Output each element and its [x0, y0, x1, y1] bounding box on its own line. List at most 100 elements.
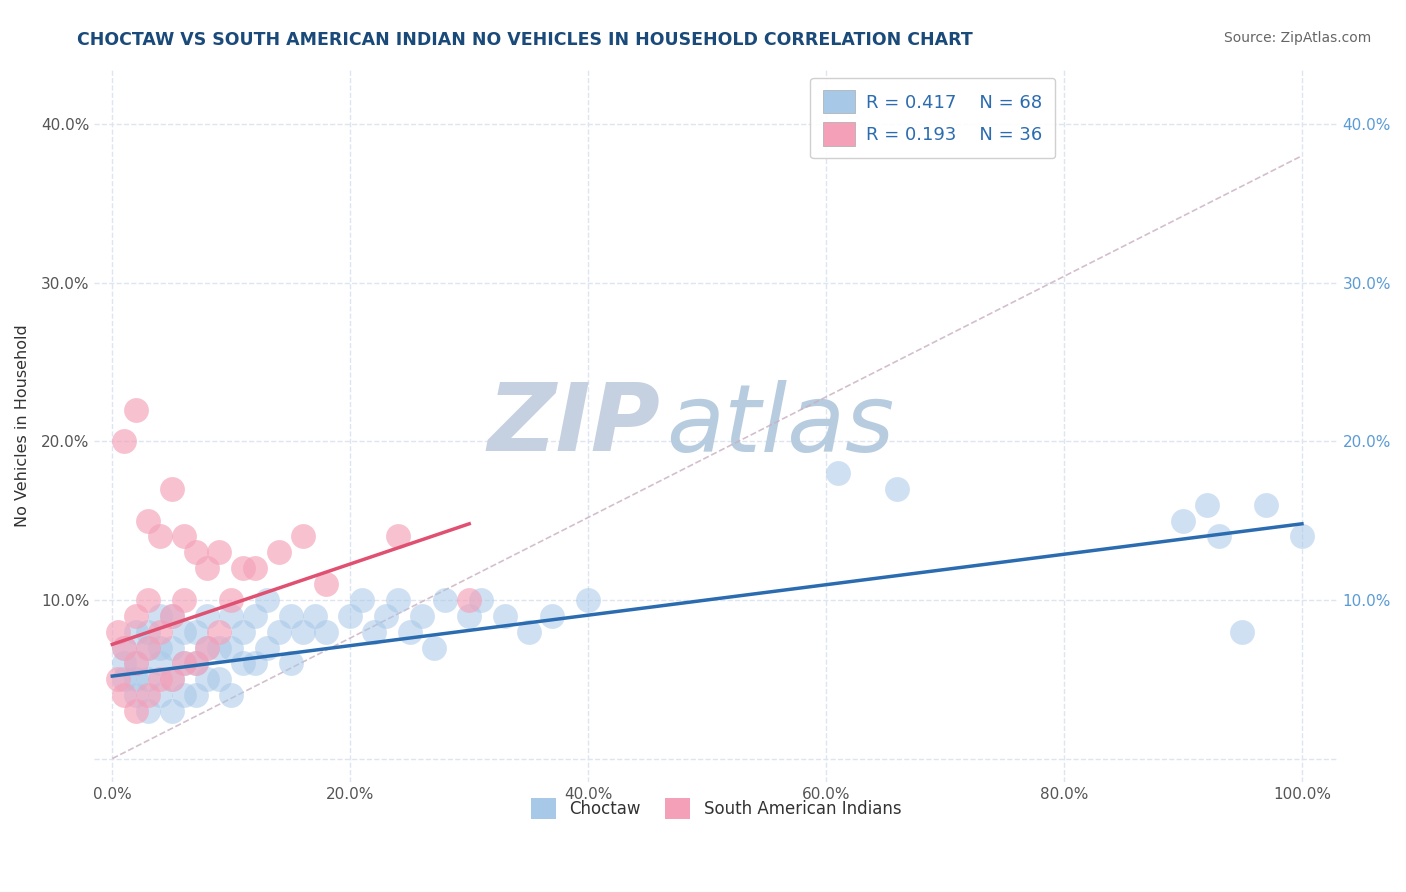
- Point: [280, 657, 302, 671]
- Point: [173, 593, 195, 607]
- Point: [125, 672, 148, 686]
- Point: [1256, 498, 1278, 512]
- Point: [160, 608, 183, 623]
- Point: [149, 529, 172, 543]
- Point: [136, 640, 159, 655]
- Point: [125, 657, 148, 671]
- Point: [398, 624, 420, 639]
- Text: atlas: atlas: [666, 380, 894, 471]
- Point: [173, 529, 195, 543]
- Point: [125, 402, 148, 417]
- Point: [149, 624, 172, 639]
- Point: [517, 624, 540, 639]
- Point: [219, 640, 242, 655]
- Point: [136, 593, 159, 607]
- Point: [197, 561, 219, 575]
- Point: [125, 624, 148, 639]
- Point: [173, 624, 195, 639]
- Point: [136, 640, 159, 655]
- Point: [208, 640, 231, 655]
- Point: [1195, 498, 1218, 512]
- Point: [280, 608, 302, 623]
- Point: [232, 561, 254, 575]
- Point: [387, 593, 409, 607]
- Point: [243, 608, 266, 623]
- Point: [291, 624, 314, 639]
- Point: [112, 657, 135, 671]
- Point: [197, 640, 219, 655]
- Point: [112, 672, 135, 686]
- Point: [107, 624, 129, 639]
- Point: [149, 608, 172, 623]
- Point: [315, 624, 337, 639]
- Point: [136, 704, 159, 718]
- Point: [243, 657, 266, 671]
- Point: [422, 640, 444, 655]
- Point: [125, 608, 148, 623]
- Point: [125, 704, 148, 718]
- Point: [136, 514, 159, 528]
- Point: [149, 672, 172, 686]
- Point: [173, 657, 195, 671]
- Text: CHOCTAW VS SOUTH AMERICAN INDIAN NO VEHICLES IN HOUSEHOLD CORRELATION CHART: CHOCTAW VS SOUTH AMERICAN INDIAN NO VEHI…: [77, 31, 973, 49]
- Point: [136, 624, 159, 639]
- Point: [458, 608, 481, 623]
- Point: [197, 640, 219, 655]
- Point: [267, 545, 290, 559]
- Point: [541, 608, 564, 623]
- Point: [1232, 624, 1254, 639]
- Point: [136, 672, 159, 686]
- Point: [125, 657, 148, 671]
- Point: [208, 545, 231, 559]
- Y-axis label: No Vehicles in Household: No Vehicles in Household: [15, 324, 30, 527]
- Point: [458, 593, 481, 607]
- Point: [184, 657, 207, 671]
- Point: [267, 624, 290, 639]
- Point: [160, 482, 183, 496]
- Point: [352, 593, 374, 607]
- Point: [1208, 529, 1230, 543]
- Point: [184, 624, 207, 639]
- Point: [339, 608, 361, 623]
- Point: [219, 593, 242, 607]
- Point: [125, 688, 148, 702]
- Point: [434, 593, 457, 607]
- Point: [160, 640, 183, 655]
- Point: [886, 482, 908, 496]
- Point: [149, 657, 172, 671]
- Point: [576, 593, 599, 607]
- Point: [160, 704, 183, 718]
- Point: [232, 657, 254, 671]
- Point: [173, 657, 195, 671]
- Point: [315, 577, 337, 591]
- Point: [219, 688, 242, 702]
- Point: [136, 688, 159, 702]
- Point: [304, 608, 326, 623]
- Point: [149, 688, 172, 702]
- Point: [149, 640, 172, 655]
- Point: [112, 434, 135, 449]
- Point: [112, 640, 135, 655]
- Text: Source: ZipAtlas.com: Source: ZipAtlas.com: [1223, 31, 1371, 45]
- Point: [1171, 514, 1194, 528]
- Point: [1291, 529, 1313, 543]
- Point: [184, 545, 207, 559]
- Point: [160, 608, 183, 623]
- Point: [387, 529, 409, 543]
- Point: [291, 529, 314, 543]
- Point: [256, 593, 278, 607]
- Point: [374, 608, 396, 623]
- Point: [160, 672, 183, 686]
- Point: [243, 561, 266, 575]
- Point: [411, 608, 433, 623]
- Point: [494, 608, 516, 623]
- Point: [160, 672, 183, 686]
- Point: [197, 672, 219, 686]
- Point: [256, 640, 278, 655]
- Point: [208, 672, 231, 686]
- Point: [363, 624, 385, 639]
- Point: [112, 640, 135, 655]
- Point: [107, 672, 129, 686]
- Point: [184, 688, 207, 702]
- Point: [197, 608, 219, 623]
